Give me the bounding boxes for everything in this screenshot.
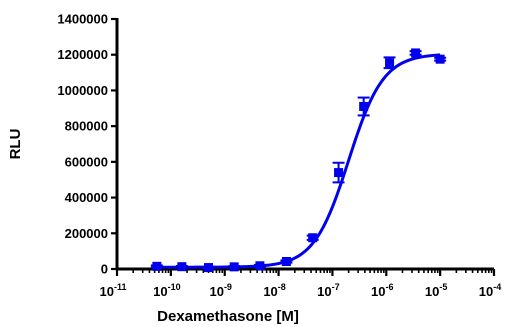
data-point <box>150 261 163 271</box>
point-marker <box>385 58 395 68</box>
y-tick-label: 200000 <box>65 226 108 241</box>
data-points-group <box>150 48 447 273</box>
point-marker <box>435 54 445 64</box>
y-tick-label: 1400000 <box>57 12 108 27</box>
data-point <box>434 54 447 64</box>
x-axis: 10-11 10-10 10-9 10-8 10-7 10-6 10-5 10-4 <box>100 267 501 299</box>
y-axis: 0 200000 400000 600000 800000 1000000 1200000 1… <box>57 12 119 277</box>
data-point <box>409 48 422 58</box>
y-tick-label: 1000000 <box>57 83 108 98</box>
point-marker <box>411 48 421 58</box>
point-marker <box>281 257 291 266</box>
point-marker <box>152 261 162 271</box>
x-tick-label: 10-7 <box>317 282 339 299</box>
x-tick-label: 10-10 <box>153 282 180 299</box>
y-tick-group: 0 200000 400000 600000 800000 1000000 1200000 1… <box>57 12 117 277</box>
y-axis-title: RLU <box>7 129 24 160</box>
fit-curve <box>156 53 441 269</box>
x-tick-label: 10-9 <box>209 282 231 299</box>
x-tick-group: 10-11 10-10 10-9 10-8 10-7 10-6 10-5 10-4 <box>100 269 501 299</box>
x-tick-label: 10-8 <box>263 282 285 299</box>
y-tick-label: 1200000 <box>57 47 108 62</box>
x-tick-label: 10-5 <box>425 282 447 299</box>
point-marker <box>177 262 187 272</box>
point-marker <box>255 261 265 271</box>
data-point <box>228 262 241 272</box>
data-point <box>175 262 188 272</box>
data-point <box>383 56 396 70</box>
x-tick-label: 10-4 <box>479 282 501 299</box>
fit-curve-group <box>156 53 441 269</box>
y-tick-label: 600000 <box>65 154 108 169</box>
y-tick-label: 800000 <box>65 119 108 134</box>
data-point <box>202 263 215 273</box>
data-point <box>253 261 266 271</box>
x-axis-title: Dexamethasone [M] <box>157 308 299 325</box>
point-marker <box>359 102 369 111</box>
point-marker <box>204 263 214 273</box>
x-tick-label: 10-11 <box>100 282 127 299</box>
data-point <box>357 96 370 117</box>
x-tick-label: 10-6 <box>371 282 393 299</box>
data-point <box>280 257 293 266</box>
y-tick-label: 0 <box>101 262 108 277</box>
y-tick-label: 400000 <box>65 190 108 205</box>
data-point <box>332 161 345 184</box>
point-marker <box>308 233 318 243</box>
point-marker <box>334 168 344 178</box>
point-marker <box>229 262 239 272</box>
data-point <box>306 233 319 243</box>
